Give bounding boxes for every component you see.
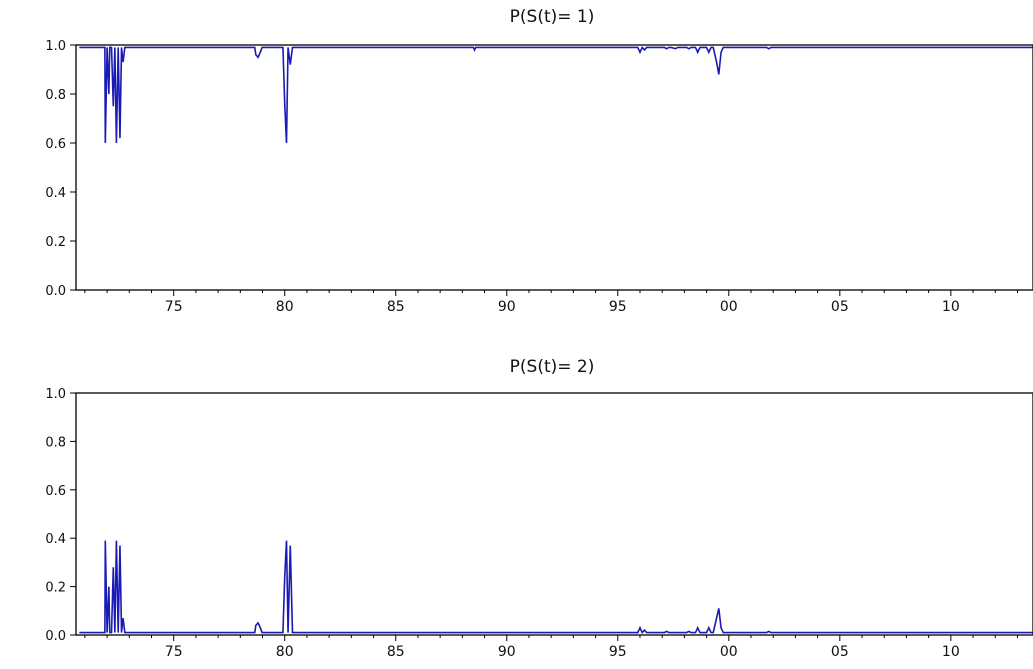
chart-title-1: P(S(t)= 1) — [510, 7, 595, 27]
y-tick-label: 0.4 — [45, 186, 66, 201]
plot-frame-1 — [75, 44, 1033, 291]
y-tick-label: 0.6 — [45, 484, 66, 499]
x-tick-label: 95 — [609, 644, 627, 660]
y-tick-label: 0.8 — [45, 435, 66, 450]
series-line-p-s-t-2 — [79, 540, 1033, 635]
x-tick-label: 90 — [498, 299, 516, 315]
x-tick-label: 10 — [942, 299, 960, 315]
x-tick-label: 85 — [387, 644, 405, 660]
y-tick-label: 0.8 — [45, 88, 66, 103]
panel-p-s-t-2: P(S(t)= 2) 0.0 0.2 0.4 0.6 0.8 1.0 75 80 85 90 95… — [45, 357, 1033, 660]
y-tick-label: 0.2 — [45, 235, 66, 250]
panel-p-s-t-1: P(S(t)= 1) 0.0 0.2 0.4 0.6 0.8 1.0 75 80 85 90 95… — [45, 7, 1033, 315]
x-tick-label: 05 — [831, 299, 849, 315]
y-axis-ticks-1: 0.0 0.2 0.4 0.6 0.8 1.0 — [45, 39, 76, 299]
y-tick-label: 1.0 — [45, 387, 66, 402]
x-tick-label: 80 — [276, 644, 294, 660]
x-tick-label: 00 — [720, 299, 738, 315]
x-tick-label: 05 — [831, 644, 849, 660]
x-tick-label: 75 — [165, 644, 183, 660]
x-axis-ticks-2: 75 80 85 90 95 00 05 10 — [84, 635, 1018, 660]
x-tick-label: 90 — [498, 644, 516, 660]
chart-title-2: P(S(t)= 2) — [510, 357, 595, 377]
x-tick-label: 85 — [387, 299, 405, 315]
plot-frame-2 — [75, 392, 1033, 636]
x-tick-label: 80 — [276, 299, 294, 315]
x-tick-label: 75 — [165, 299, 183, 315]
y-axis-ticks-2: 0.0 0.2 0.4 0.6 0.8 1.0 — [45, 387, 76, 644]
y-tick-label: 0.2 — [45, 581, 66, 596]
x-tick-label: 95 — [609, 299, 627, 315]
y-tick-label: 1.0 — [45, 39, 66, 54]
y-tick-label: 0.4 — [45, 532, 66, 547]
x-tick-label: 10 — [942, 644, 960, 660]
x-axis-ticks-1: 75 80 85 90 95 00 05 10 — [84, 290, 1018, 315]
y-tick-label: 0.0 — [45, 629, 66, 644]
x-tick-label: 00 — [720, 644, 738, 660]
y-tick-label: 0.6 — [45, 137, 66, 152]
series-line-p-s-t-1 — [79, 46, 1033, 144]
y-tick-label: 0.0 — [45, 284, 66, 299]
